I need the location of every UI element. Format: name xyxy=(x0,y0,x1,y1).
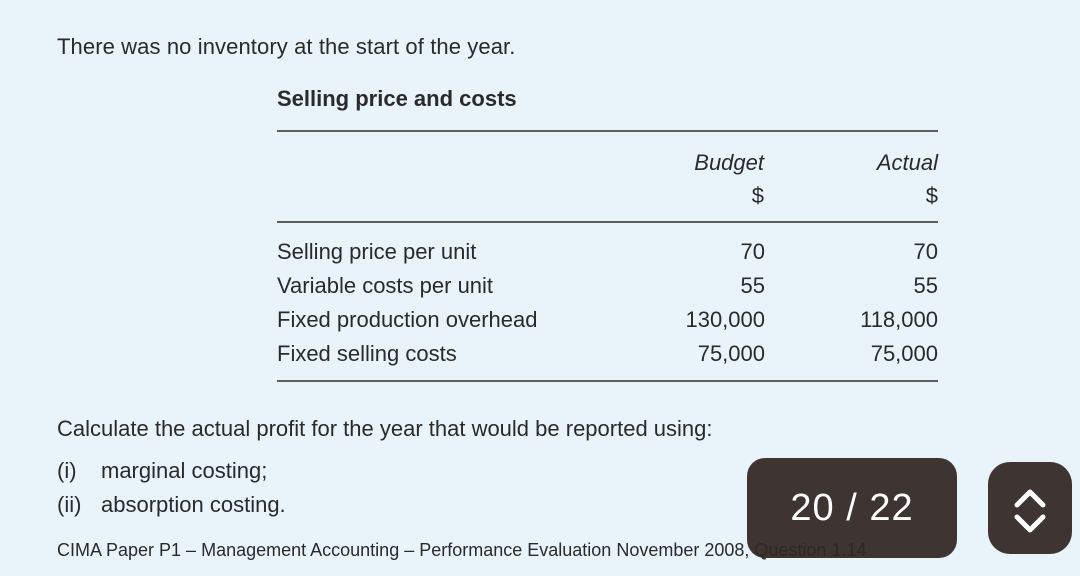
column-heading-actual: Actual xyxy=(876,150,938,175)
budget-value: 70 xyxy=(740,239,765,264)
table-header-rule xyxy=(277,221,938,223)
part-text: absorption costing. xyxy=(101,492,286,517)
part-number: (ii) xyxy=(57,492,82,517)
page-counter[interactable]: 20 / 22 xyxy=(747,458,957,558)
source-citation: CIMA Paper P1 – Management Accounting – … xyxy=(57,540,867,560)
part-text: marginal costing; xyxy=(101,458,268,483)
part-number: (i) xyxy=(57,458,77,483)
table-row: Variable costs per unit 55 55 xyxy=(277,273,938,307)
column-unit-actual: $ xyxy=(925,183,938,208)
row-label: Fixed selling costs xyxy=(277,341,457,366)
intro-text: There was no inventory at the start of t… xyxy=(57,34,516,59)
chevron-up-down-icon xyxy=(1014,489,1046,533)
column-unit-budget: $ xyxy=(751,183,764,208)
question-prompt: Calculate the actual profit for the year… xyxy=(57,416,713,441)
question-part: (ii) absorption costing. xyxy=(57,492,286,518)
table-bottom-rule xyxy=(277,380,938,382)
question-part: (i) marginal costing; xyxy=(57,458,267,484)
table-title: Selling price and costs xyxy=(277,86,517,111)
table-row: Selling price per unit 70 70 xyxy=(277,239,938,273)
page-nav-button[interactable] xyxy=(988,462,1072,554)
table-top-rule xyxy=(277,130,938,132)
budget-value: 55 xyxy=(740,273,765,298)
row-label: Fixed production overhead xyxy=(277,307,538,332)
actual-value: 55 xyxy=(913,273,938,298)
actual-value: 75,000 xyxy=(870,341,938,366)
actual-value: 118,000 xyxy=(860,307,938,332)
page-counter-label: 20 / 22 xyxy=(790,486,914,529)
row-label: Variable costs per unit xyxy=(277,273,494,298)
column-heading-budget: Budget xyxy=(694,150,764,175)
row-label: Selling price per unit xyxy=(277,239,477,264)
actual-value: 70 xyxy=(913,239,938,264)
budget-value: 130,000 xyxy=(685,307,765,332)
budget-value: 75,000 xyxy=(697,341,765,366)
table-row: Fixed selling costs 75,000 75,000 xyxy=(277,341,938,375)
table-row: Fixed production overhead 130,000 118,00… xyxy=(277,307,938,341)
